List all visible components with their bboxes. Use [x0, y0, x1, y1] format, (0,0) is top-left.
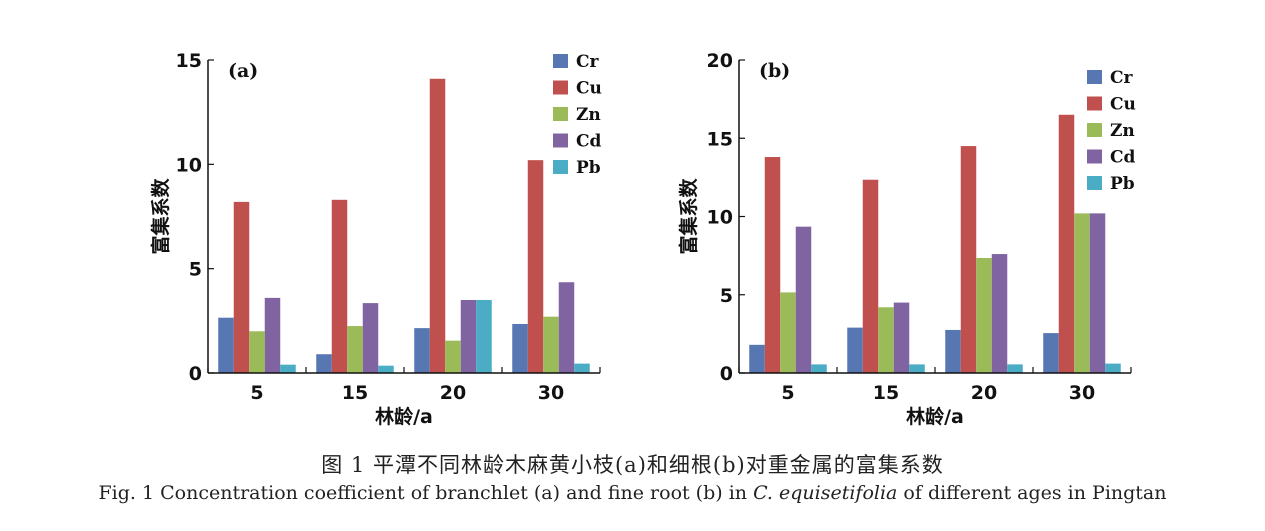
bar-zn-20 [976, 257, 992, 373]
legend-swatch-pb [1087, 176, 1102, 190]
legend-swatch-cr [1087, 70, 1102, 84]
bar-zn-20 [445, 340, 461, 373]
bar-zn-30 [1074, 213, 1090, 373]
panel-label: (a) [228, 60, 258, 82]
bar-zn-30 [543, 316, 559, 373]
bar-pb-15 [378, 365, 394, 373]
legend-swatch-zn [1087, 123, 1102, 137]
bar-pb-30 [574, 363, 590, 373]
x-tick-label: 5 [250, 382, 263, 404]
y-tick-label: 15 [707, 128, 733, 150]
y-axis-label: 富集系数 [677, 178, 700, 255]
bar-cr-5 [218, 317, 234, 373]
bar-zn-15 [878, 307, 894, 373]
legend-label-pb: Pb [576, 158, 601, 178]
legend-label-cd: Cd [576, 132, 602, 152]
bar-cr-15 [316, 354, 332, 373]
bar-pb-20 [1007, 364, 1023, 373]
bar-zn-5 [780, 292, 796, 373]
legend-label-cr: Cr [576, 52, 600, 72]
bar-cu-30 [1058, 114, 1075, 374]
bar-cd-5 [264, 297, 281, 373]
y-tick-label: 20 [707, 50, 733, 72]
y-tick-label: 5 [189, 259, 202, 281]
y-tick-label: 0 [720, 363, 733, 385]
bar-pb-20 [476, 299, 492, 373]
x-tick-label: 30 [1069, 382, 1095, 404]
bar-cu-5 [233, 201, 250, 373]
legend: Cr Cu Zn Cd Pb [553, 52, 602, 178]
x-tick-label: 15 [342, 382, 368, 404]
y-tick-label: 10 [176, 154, 202, 176]
legend-label-pb: Pb [1110, 174, 1135, 194]
legend-label-cd: Cd [1110, 148, 1136, 168]
bar-zn-5 [249, 331, 265, 373]
bar-cd-30 [1089, 213, 1106, 373]
bar-cu-15 [331, 199, 348, 373]
legend-swatch-cu [553, 80, 568, 95]
bar-cu-15 [862, 179, 879, 373]
legend-label-cu: Cu [576, 79, 602, 99]
legend-label-zn: Zn [1110, 121, 1135, 141]
x-tick-label: 20 [971, 382, 997, 404]
bar-cd-20 [991, 254, 1008, 373]
x-tick-label: 5 [781, 382, 794, 404]
legend-label-cu: Cu [1110, 95, 1136, 115]
legend-label-zn: Zn [576, 105, 601, 125]
caption-english: Fig. 1 Concentration coefficient of bran… [0, 482, 1265, 504]
x-tick-label: 30 [538, 382, 564, 404]
bar-cd-15 [893, 302, 910, 373]
bar-cr-15 [847, 327, 863, 373]
x-axis-label: 林龄/a [906, 405, 964, 428]
bar-cr-5 [749, 344, 765, 373]
bar-pb-5 [280, 364, 296, 373]
bar-zn-15 [347, 326, 363, 373]
bar-cu-20 [960, 146, 977, 373]
caption-english-prefix: Fig. 1 Concentration coefficient of bran… [98, 482, 754, 504]
chart-panel-b: 0 5 10 15 20 5 15 20 30 林龄/a 富集系数 (b) Cr Cu Zn Cd Pb [677, 50, 1136, 428]
caption-chinese: 图 1 平潭不同林龄木麻黄小枝(a)和细根(b)对重金属的富集系数 [321, 453, 944, 477]
bar-pb-15 [909, 364, 925, 373]
y-tick-label: 10 [707, 207, 733, 229]
legend-swatch-cu [1087, 96, 1102, 111]
bar-cr-20 [414, 328, 430, 373]
panel-label: (b) [759, 60, 790, 82]
legend-label-cr: Cr [1110, 68, 1134, 88]
bar-cr-30 [1043, 333, 1059, 373]
legend-swatch-cr [553, 54, 568, 68]
bar-cr-20 [945, 329, 961, 373]
legend-swatch-pb [553, 160, 568, 174]
caption-species-name: C. equisetifolia [753, 482, 898, 504]
bar-cd-5 [795, 226, 812, 373]
legend-swatch-cd [1087, 149, 1102, 164]
y-tick-label: 0 [189, 363, 202, 385]
legend: Cr Cu Zn Cd Pb [1087, 68, 1136, 194]
bar-pb-5 [811, 364, 827, 373]
bar-cr-30 [512, 323, 528, 373]
bar-cd-15 [362, 303, 379, 373]
chart-panel-a: 0 5 10 15 5 15 20 30 林龄/a 富集系数 (a) Cr Cu Zn Cd Pb [149, 50, 602, 428]
legend-swatch-zn [553, 107, 568, 121]
legend-swatch-cd [553, 133, 568, 148]
y-tick-label: 5 [720, 285, 733, 307]
bar-cd-20 [460, 299, 477, 373]
x-tick-label: 15 [873, 382, 899, 404]
bar-cu-20 [429, 78, 446, 373]
bar-pb-30 [1105, 363, 1121, 373]
caption-english-suffix: of different ages in Pingtan [897, 482, 1167, 504]
x-tick-label: 20 [440, 382, 466, 404]
x-axis-label: 林龄/a [375, 405, 433, 428]
y-axis-label: 富集系数 [149, 178, 172, 255]
y-tick-label: 15 [176, 50, 202, 72]
bar-cu-5 [764, 157, 781, 373]
bar-cd-30 [558, 282, 575, 373]
bar-cu-30 [527, 160, 544, 373]
